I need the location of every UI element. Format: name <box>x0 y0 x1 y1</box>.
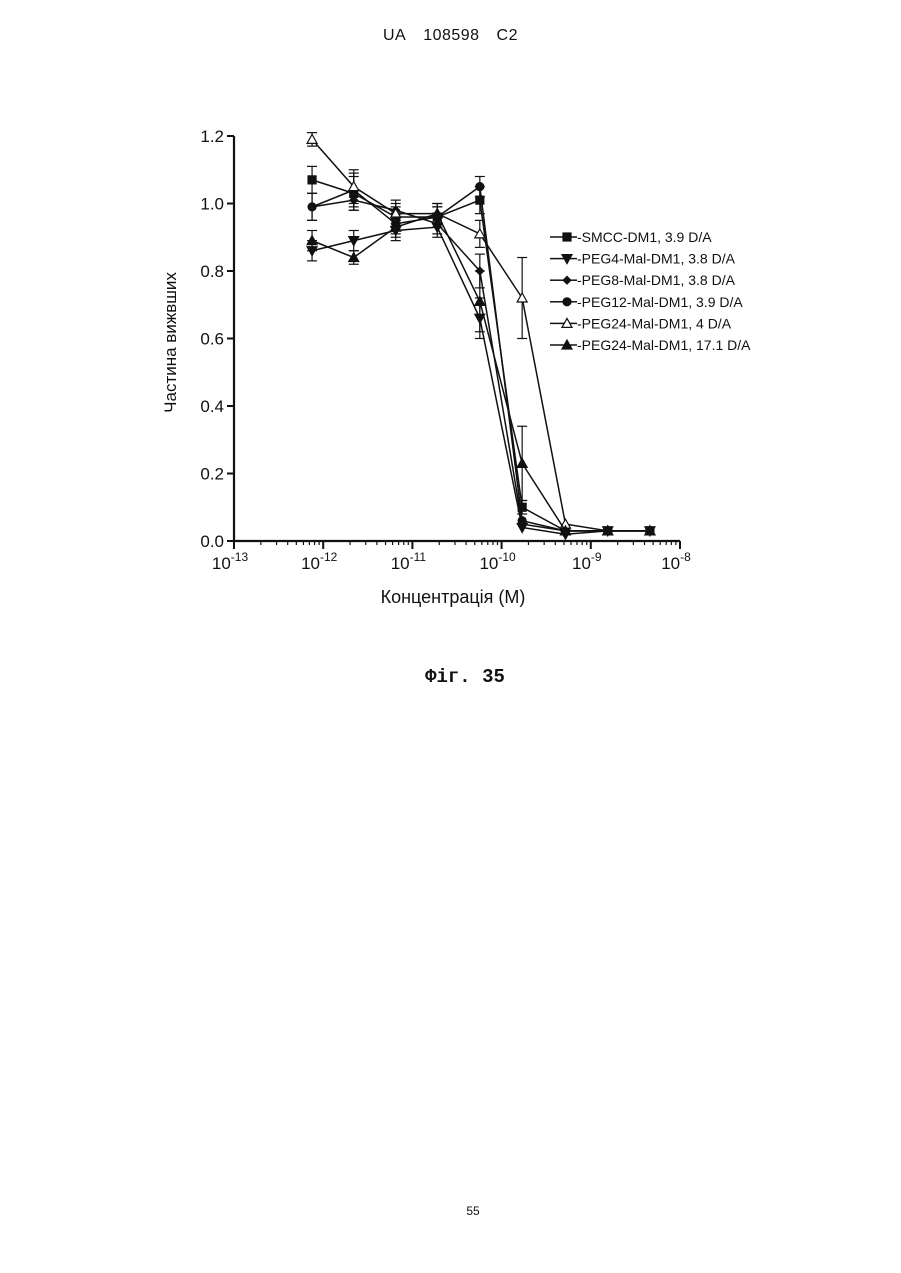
legend-label: -SMCC-DM1, 3.9 D/A <box>577 229 712 245</box>
data-point <box>349 253 359 262</box>
x-tick-label: 10-13 <box>212 550 249 573</box>
legend-label: -PEG8-Mal-DM1, 3.8 D/A <box>577 272 736 288</box>
patent-country: UA <box>383 27 406 44</box>
legend-item: -PEG8-Mal-DM1, 3.8 D/A <box>550 272 736 288</box>
patent-number: 108598 <box>423 27 479 44</box>
data-point <box>476 183 484 191</box>
legend-label: -PEG24-Mal-DM1, 4 D/A <box>577 315 732 331</box>
page-number: 55 <box>0 1204 901 1218</box>
x-axis-title: Концентрація (М) <box>381 587 526 607</box>
y-tick-label: 0.2 <box>200 465 224 484</box>
data-point <box>308 203 316 211</box>
legend-marker <box>563 233 571 241</box>
legend-label: -PEG12-Mal-DM1, 3.9 D/A <box>577 294 743 310</box>
x-tick-label: 10-11 <box>391 550 427 573</box>
x-tick-label: 10-10 <box>479 550 516 573</box>
survival-chart: 0.0 0.2 0.4 0.6 0.8 1.0 1.2 10-13 10-12 10-11 10-1… <box>150 120 810 620</box>
chart-series <box>307 133 655 540</box>
y-tick-label: 0.6 <box>200 330 224 349</box>
y-tick-label: 1.0 <box>200 195 224 214</box>
x-tick-label: 10-9 <box>572 550 602 573</box>
x-tick-label: 10-12 <box>301 550 338 573</box>
data-point <box>517 293 527 302</box>
y-axis-title: Частина вижвших <box>161 272 180 413</box>
y-tick-label: 0.4 <box>200 397 224 416</box>
y-tick-label: 0.0 <box>200 532 224 551</box>
patent-kind: C2 <box>497 27 518 44</box>
x-tick-label: 10-8 <box>661 550 691 573</box>
figure-caption: Фіг. 35 <box>0 666 901 688</box>
legend-item: -SMCC-DM1, 3.9 D/A <box>550 229 712 245</box>
legend-item: -PEG4-Mal-DM1, 3.8 D/A <box>550 251 736 267</box>
y-tick-label: 0.8 <box>200 262 224 281</box>
legend-item: -PEG24-Mal-DM1, 17.1 D/A <box>550 337 751 353</box>
legend-label: -PEG24-Mal-DM1, 17.1 D/A <box>577 337 751 353</box>
series-4 <box>307 173 654 535</box>
legend-item: -PEG24-Mal-DM1, 4 D/A <box>550 315 732 331</box>
data-point <box>517 458 527 467</box>
y-tick-label: 1.2 <box>200 127 224 146</box>
patent-header: UA 108598 C2 <box>0 27 901 45</box>
legend-marker <box>563 276 571 284</box>
data-point <box>308 176 316 184</box>
data-point <box>307 134 317 143</box>
legend-item: -PEG12-Mal-DM1, 3.9 D/A <box>550 294 743 310</box>
legend-marker <box>563 298 571 306</box>
chart-legend: -SMCC-DM1, 3.9 D/A -PEG4-Mal-DM1, 3.8 D/A… <box>550 229 751 353</box>
data-point <box>518 517 526 525</box>
legend-label: -PEG4-Mal-DM1, 3.8 D/A <box>577 251 736 267</box>
